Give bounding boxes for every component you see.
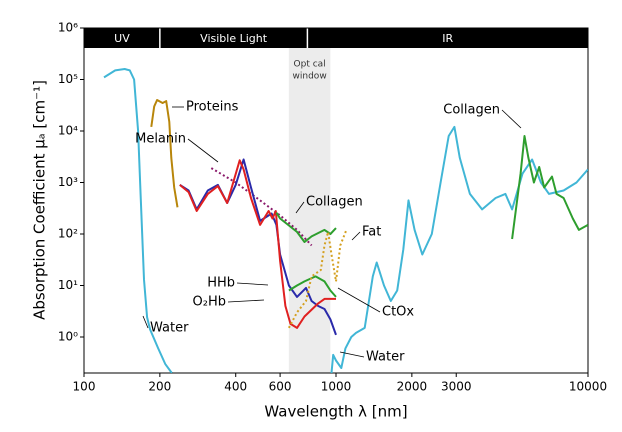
series-annotation: CtOx [382, 305, 414, 320]
x-tick-label: 3000 [441, 380, 472, 394]
series-annotation: Water [150, 321, 189, 336]
band-label: Visible Light [200, 32, 268, 45]
series-line [103, 68, 588, 373]
series-line [288, 275, 337, 298]
band [159, 28, 308, 48]
leader-line [227, 299, 265, 303]
series-line [150, 99, 179, 208]
x-tick-label: 10000 [569, 380, 607, 394]
plot-lines [103, 68, 588, 373]
y-tick-label: 10¹ [58, 278, 78, 292]
band-label: IR [442, 32, 453, 45]
y-tick-label: 10⁵ [58, 72, 78, 86]
y-tick-label: 10⁶ [58, 21, 78, 35]
leader-line [187, 138, 219, 163]
band [307, 28, 588, 48]
x-tick-label: 400 [224, 380, 247, 394]
window-label: window [293, 72, 327, 82]
series-annotation: HHb [207, 276, 235, 291]
y-tick-label: 10³ [58, 175, 78, 189]
series-annotation: O₂Hb [193, 295, 226, 310]
leader-line [339, 351, 365, 358]
series-annotation: Melanin [135, 132, 186, 147]
x-tick-label: 100 [73, 380, 96, 394]
x-tick-label: 1000 [321, 380, 352, 394]
window-label: Opt cal [294, 60, 326, 70]
series-annotation: Water [366, 350, 405, 365]
y-tick-label: 10⁰ [58, 330, 78, 344]
series-annotation: Collagen [306, 195, 363, 210]
x-tick-label: 600 [269, 380, 292, 394]
y-axis-title: Absorption Coefficient μₐ [cm⁻¹] [31, 80, 49, 320]
series-line [288, 229, 348, 329]
y-tick-label: 10⁴ [58, 124, 78, 138]
leader-line [295, 201, 305, 214]
series-line [275, 135, 588, 243]
band-label: UV [114, 32, 130, 45]
band [84, 28, 160, 48]
optical-window [288, 48, 331, 373]
x-tick-label: 200 [148, 380, 171, 394]
x-tick-label: 2000 [397, 380, 428, 394]
series-annotation: Proteins [186, 100, 239, 115]
leader-line [142, 315, 149, 329]
leader-line [236, 282, 269, 286]
leader-line [337, 287, 381, 313]
series-annotation: Collagen [443, 103, 500, 118]
series-line [210, 167, 313, 247]
series-annotation: Fat [362, 225, 381, 240]
leader-line [351, 231, 361, 241]
series-line [179, 159, 336, 329]
y-tick-label: 10² [58, 227, 78, 241]
x-axis-title: Wavelength λ [nm] [264, 403, 407, 421]
leader-line [501, 109, 522, 129]
